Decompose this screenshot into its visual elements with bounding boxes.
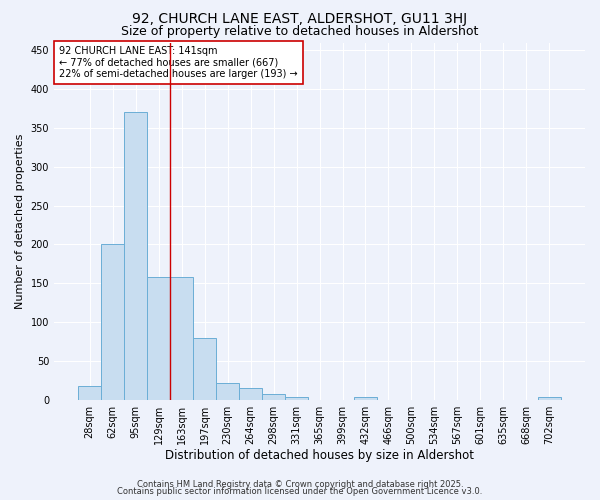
Bar bbox=[124, 112, 147, 400]
Text: Contains HM Land Registry data © Crown copyright and database right 2025.: Contains HM Land Registry data © Crown c… bbox=[137, 480, 463, 489]
Bar bbox=[538, 398, 561, 400]
Bar bbox=[262, 394, 285, 400]
Bar bbox=[101, 244, 124, 400]
Y-axis label: Number of detached properties: Number of detached properties bbox=[15, 134, 25, 309]
Bar bbox=[78, 386, 101, 400]
Text: 92, CHURCH LANE EAST, ALDERSHOT, GU11 3HJ: 92, CHURCH LANE EAST, ALDERSHOT, GU11 3H… bbox=[133, 12, 467, 26]
Bar bbox=[239, 388, 262, 400]
X-axis label: Distribution of detached houses by size in Aldershot: Distribution of detached houses by size … bbox=[165, 450, 474, 462]
Bar bbox=[216, 382, 239, 400]
Bar bbox=[170, 277, 193, 400]
Bar bbox=[147, 277, 170, 400]
Text: 92 CHURCH LANE EAST: 141sqm
← 77% of detached houses are smaller (667)
22% of se: 92 CHURCH LANE EAST: 141sqm ← 77% of det… bbox=[59, 46, 298, 80]
Text: Size of property relative to detached houses in Aldershot: Size of property relative to detached ho… bbox=[121, 25, 479, 38]
Bar bbox=[285, 396, 308, 400]
Bar bbox=[193, 338, 216, 400]
Bar bbox=[354, 396, 377, 400]
Text: Contains public sector information licensed under the Open Government Licence v3: Contains public sector information licen… bbox=[118, 488, 482, 496]
